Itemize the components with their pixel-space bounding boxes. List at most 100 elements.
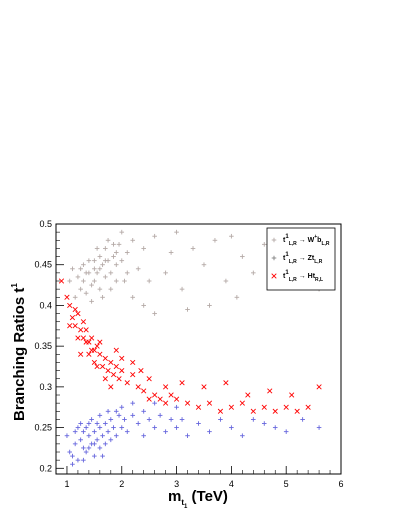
scatter-point-3 [146, 396, 152, 402]
scatter-point-2 [111, 425, 116, 430]
x-tick-label: 3 [174, 479, 179, 489]
scatter-point-3 [83, 339, 89, 345]
scatter-point-3 [250, 408, 256, 414]
scatter-point-3 [162, 384, 169, 390]
scatter-point-2 [70, 461, 75, 467]
scatter-point-2 [94, 437, 100, 443]
scatter-point-2 [67, 449, 73, 455]
scatter-point-2 [103, 441, 108, 447]
scatter-point-3 [184, 400, 191, 406]
scatter-point-2 [100, 453, 105, 459]
scatter-point-2 [300, 417, 305, 422]
scatter-point-2 [130, 400, 136, 406]
scatter-point-2 [103, 421, 108, 426]
scatter-point-3 [168, 392, 174, 398]
scatter-point-2 [261, 421, 267, 426]
scatter-point-3 [97, 351, 103, 357]
scatter-point-2 [72, 441, 78, 447]
scatter-point-3 [97, 339, 103, 345]
scatter-point-2 [240, 433, 245, 439]
scatter-point-3 [91, 359, 97, 366]
scatter-point-3 [119, 367, 125, 374]
scatter-point-3 [239, 400, 245, 406]
scatter-point-2 [86, 445, 92, 451]
scatter-point-2 [196, 421, 201, 426]
scatter-point-3 [195, 404, 202, 410]
scatter-point-1 [146, 278, 152, 284]
legend-item-1: t1L,R → W+bL,R [271, 234, 330, 247]
scatter-point-1 [251, 270, 256, 276]
scatter-point-1 [94, 246, 100, 251]
scatter-point-2 [92, 429, 97, 434]
scatter-point-3 [67, 323, 73, 329]
scatter-point-2 [119, 404, 125, 410]
y-tick-label: 0.3 [39, 382, 52, 392]
scatter-point-1 [108, 286, 114, 292]
scatter-point-1 [135, 266, 141, 272]
scatter-point-3 [289, 392, 295, 398]
scatter-point-1 [97, 286, 103, 292]
scatter-point-1 [234, 294, 240, 300]
scatter-point-3 [272, 408, 278, 414]
scatter-point-3 [135, 384, 141, 390]
scatter-point-2 [130, 413, 136, 418]
scatter-point-3 [267, 388, 273, 394]
scatter-point-3 [89, 347, 95, 353]
scatter-point-3 [80, 335, 87, 341]
scatter-point-1 [111, 254, 116, 259]
scatter-point-3 [283, 404, 289, 410]
scatter-point-2 [97, 413, 103, 418]
scatter-point-2 [122, 417, 127, 422]
scatter-point-1 [108, 270, 114, 276]
scatter-point-1 [207, 303, 212, 308]
scatter-point-3 [316, 384, 322, 390]
scatter-point-2 [75, 457, 81, 463]
scatter-point-1 [229, 233, 234, 239]
y-tick-label: 0.5 [39, 219, 52, 229]
scatter-point-2 [152, 400, 157, 406]
scatter-point-3 [294, 408, 300, 414]
scatter-point-2 [152, 425, 157, 430]
scatter-point-2 [97, 425, 103, 430]
scatter-point-1 [83, 290, 89, 296]
scatter-point-2 [105, 408, 111, 414]
scatter-point-2 [168, 417, 174, 422]
scatter-point-3 [116, 376, 122, 382]
scatter-point-2 [100, 433, 105, 439]
scatter-point-3 [83, 327, 89, 333]
scatter-point-2 [218, 417, 223, 422]
scatter-point-1 [103, 246, 108, 251]
scatter-point-2 [207, 429, 212, 434]
scatter-point-3 [80, 319, 87, 325]
axis-ticks: 1 2 3 4 5 6 0.2 0.25 0.3 0.35 0.4 0.45 0.5 [34, 219, 343, 489]
scatter-point-3 [108, 384, 114, 390]
scatter-point-3 [305, 404, 311, 410]
scatter-point-2 [89, 417, 94, 422]
scatter-point-3 [228, 404, 235, 410]
scatter-point-3 [223, 380, 229, 386]
scatter-point-2 [86, 433, 92, 439]
scatter-point-3 [58, 278, 65, 284]
scatter-point-1 [113, 278, 119, 284]
scatter-point-2 [116, 413, 122, 418]
scatter-point-1 [81, 262, 86, 268]
scatter-point-1 [78, 266, 83, 272]
x-tick-label: 5 [284, 479, 289, 489]
scatter-point-1 [100, 294, 105, 300]
scatter-point-2 [157, 413, 163, 418]
scatter-point-1 [113, 250, 119, 255]
scatter-point-3 [86, 351, 92, 357]
scatter-point-2 [113, 408, 119, 414]
scatter-point-1 [97, 266, 103, 272]
scatter-point-1 [111, 242, 116, 247]
scatter-point-3 [75, 335, 81, 341]
scatter-point-2 [316, 425, 322, 430]
scatter-point-3 [113, 347, 119, 353]
scatter-point-1 [72, 294, 78, 300]
scatter-point-1 [89, 282, 94, 288]
scatter-point-2 [92, 453, 97, 459]
scatter-point-2 [163, 429, 168, 434]
y-tick-label: 0.35 [34, 341, 52, 351]
scatter-point-2 [179, 417, 185, 422]
scatter-point-1 [152, 233, 157, 239]
